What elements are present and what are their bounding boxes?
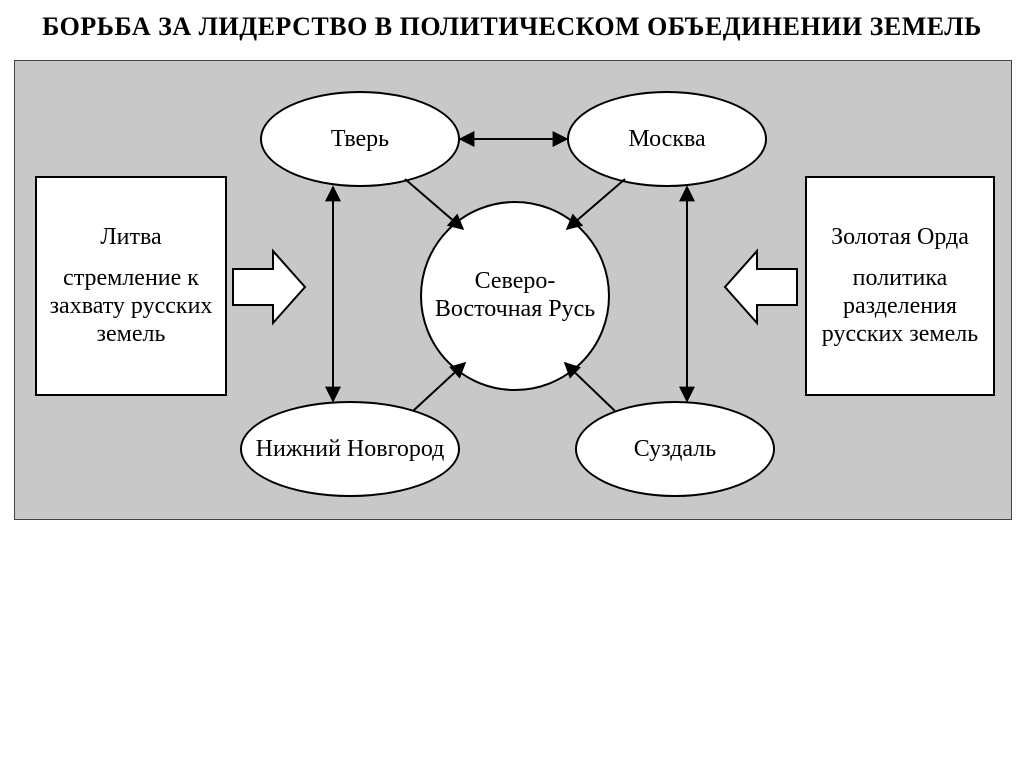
- diagram-panel: Литва стремление к захвату русских земел…: [14, 60, 1012, 520]
- edge-suzdal-center: [565, 363, 615, 411]
- edges-layer: [15, 61, 1011, 519]
- edge-moscow-center: [567, 179, 625, 229]
- page: БОРЬБА ЗА ЛИДЕРСТВО В ПОЛИТИЧЕСКОМ ОБЪЕД…: [0, 0, 1024, 767]
- edge-tver-center: [405, 179, 463, 229]
- diagram-title: БОРЬБА ЗА ЛИДЕРСТВО В ПОЛИТИЧЕСКОМ ОБЪЕД…: [0, 12, 1024, 42]
- edge-nn-center: [413, 363, 465, 411]
